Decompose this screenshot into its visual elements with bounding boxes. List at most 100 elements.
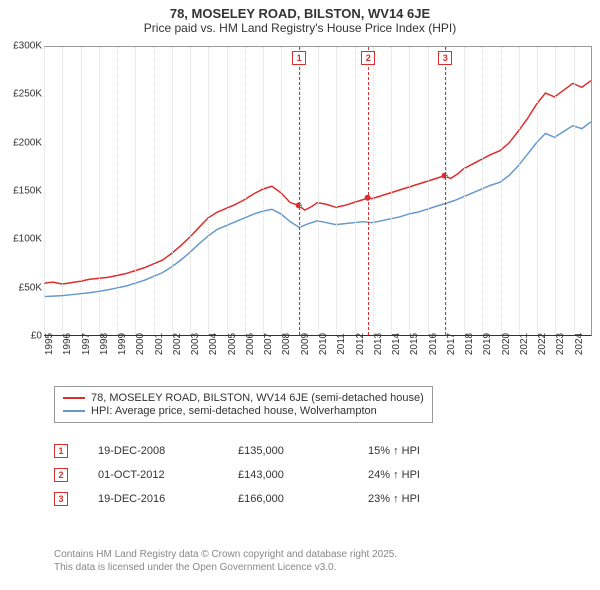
x-gridline <box>281 47 282 335</box>
x-tick-label: 2017 <box>446 333 457 355</box>
legend-row: HPI: Average price, semi-detached house,… <box>63 405 424 417</box>
legend-swatch <box>63 397 85 399</box>
attribution-text: Contains HM Land Registry data © Crown c… <box>54 548 397 574</box>
x-tick-label: 2016 <box>428 333 439 355</box>
sale-hpi-diff: 23% ↑ HPI <box>368 493 468 505</box>
x-tick-label: 2022 <box>537 333 548 355</box>
x-tick-label: 2007 <box>263 333 274 355</box>
x-tick-label: 2014 <box>391 333 402 355</box>
x-tick-label: 1995 <box>44 333 55 355</box>
sale-price: £143,000 <box>238 469 338 481</box>
x-tick-label: 2024 <box>574 333 585 355</box>
x-gridline <box>81 47 82 335</box>
y-tick-label: £250K <box>13 89 42 100</box>
x-tick-label: 1999 <box>117 333 128 355</box>
x-gridline <box>336 47 337 335</box>
x-gridline <box>574 47 575 335</box>
y-tick-label: £300K <box>13 41 42 52</box>
x-tick-label: 2012 <box>355 333 366 355</box>
x-gridline <box>482 47 483 335</box>
x-gridline <box>263 47 264 335</box>
x-tick-label: 2000 <box>135 333 146 355</box>
x-tick-label: 1997 <box>81 333 92 355</box>
sales-row: 1 19-DEC-2008 £135,000 15% ↑ HPI <box>54 444 468 458</box>
chart-subtitle: Price paid vs. HM Land Registry's House … <box>0 21 600 39</box>
sale-marker-badge: 3 <box>54 492 68 506</box>
sale-price: £166,000 <box>238 493 338 505</box>
x-tick-label: 2009 <box>300 333 311 355</box>
legend-label: 78, MOSELEY ROAD, BILSTON, WV14 6JE (sem… <box>91 392 424 404</box>
x-tick-label: 2018 <box>464 333 475 355</box>
x-tick-label: 2010 <box>318 333 329 355</box>
sale-marker-badge: 3 <box>438 51 452 65</box>
x-tick-label: 2006 <box>245 333 256 355</box>
sale-price: £135,000 <box>238 445 338 457</box>
x-gridline <box>355 47 356 335</box>
sale-marker-badge: 1 <box>54 444 68 458</box>
sale-marker-line <box>445 47 446 335</box>
x-gridline <box>172 47 173 335</box>
legend-row: 78, MOSELEY ROAD, BILSTON, WV14 6JE (sem… <box>63 392 424 404</box>
y-tick-label: £150K <box>13 186 42 197</box>
sale-marker-line <box>299 47 300 335</box>
x-gridline <box>428 47 429 335</box>
y-tick-label: £100K <box>13 234 42 245</box>
x-gridline <box>373 47 374 335</box>
x-gridline <box>464 47 465 335</box>
sales-row: 2 01-OCT-2012 £143,000 24% ↑ HPI <box>54 468 468 482</box>
y-tick-label: £50K <box>19 282 42 293</box>
sale-hpi-diff: 15% ↑ HPI <box>368 445 468 457</box>
attribution-line2: This data is licensed under the Open Gov… <box>54 561 397 574</box>
x-gridline <box>117 47 118 335</box>
x-tick-label: 2008 <box>281 333 292 355</box>
legend: 78, MOSELEY ROAD, BILSTON, WV14 6JE (sem… <box>54 386 433 423</box>
x-tick-label: 2015 <box>409 333 420 355</box>
x-tick-label: 2002 <box>172 333 183 355</box>
x-tick-label: 2019 <box>482 333 493 355</box>
x-tick-label: 2023 <box>555 333 566 355</box>
x-gridline <box>99 47 100 335</box>
x-gridline <box>44 47 45 335</box>
x-tick-label: 2001 <box>154 333 165 355</box>
x-gridline <box>245 47 246 335</box>
y-tick-label: £0 <box>31 331 42 342</box>
x-tick-label: 2011 <box>336 333 347 355</box>
x-gridline <box>537 47 538 335</box>
x-tick-label: 2021 <box>519 333 530 355</box>
x-gridline <box>208 47 209 335</box>
legend-swatch <box>63 410 85 412</box>
sales-row: 3 19-DEC-2016 £166,000 23% ↑ HPI <box>54 492 468 506</box>
legend-label: HPI: Average price, semi-detached house,… <box>91 405 377 417</box>
x-tick-label: 2013 <box>373 333 384 355</box>
sale-date: 19-DEC-2016 <box>98 493 208 505</box>
chart-title: 78, MOSELEY ROAD, BILSTON, WV14 6JE <box>0 0 600 21</box>
x-axis: 1995199619971998199920002001200220032004… <box>44 338 592 384</box>
x-gridline <box>318 47 319 335</box>
sale-marker-badge: 2 <box>54 468 68 482</box>
attribution-line1: Contains HM Land Registry data © Crown c… <box>54 548 397 561</box>
x-tick-label: 2005 <box>227 333 238 355</box>
sale-date: 01-OCT-2012 <box>98 469 208 481</box>
x-gridline <box>154 47 155 335</box>
x-gridline <box>190 47 191 335</box>
y-tick-label: £200K <box>13 137 42 148</box>
x-gridline <box>135 47 136 335</box>
sales-table: 1 19-DEC-2008 £135,000 15% ↑ HPI 2 01-OCT-201… <box>54 434 468 516</box>
x-gridline <box>409 47 410 335</box>
x-gridline <box>519 47 520 335</box>
x-tick-label: 1998 <box>99 333 110 355</box>
x-tick-label: 2003 <box>190 333 201 355</box>
x-gridline <box>391 47 392 335</box>
x-gridline <box>227 47 228 335</box>
x-tick-label: 1996 <box>62 333 73 355</box>
x-gridline <box>62 47 63 335</box>
sale-date: 19-DEC-2008 <box>98 445 208 457</box>
x-gridline <box>501 47 502 335</box>
sale-marker-badge: 2 <box>361 51 375 65</box>
x-tick-label: 2020 <box>501 333 512 355</box>
sale-marker-badge: 1 <box>292 51 306 65</box>
x-tick-label: 2004 <box>208 333 219 355</box>
sale-marker-line <box>368 47 369 335</box>
sale-hpi-diff: 24% ↑ HPI <box>368 469 468 481</box>
y-axis: £0£50K£100K£150K£200K£250K£300K <box>0 46 44 336</box>
